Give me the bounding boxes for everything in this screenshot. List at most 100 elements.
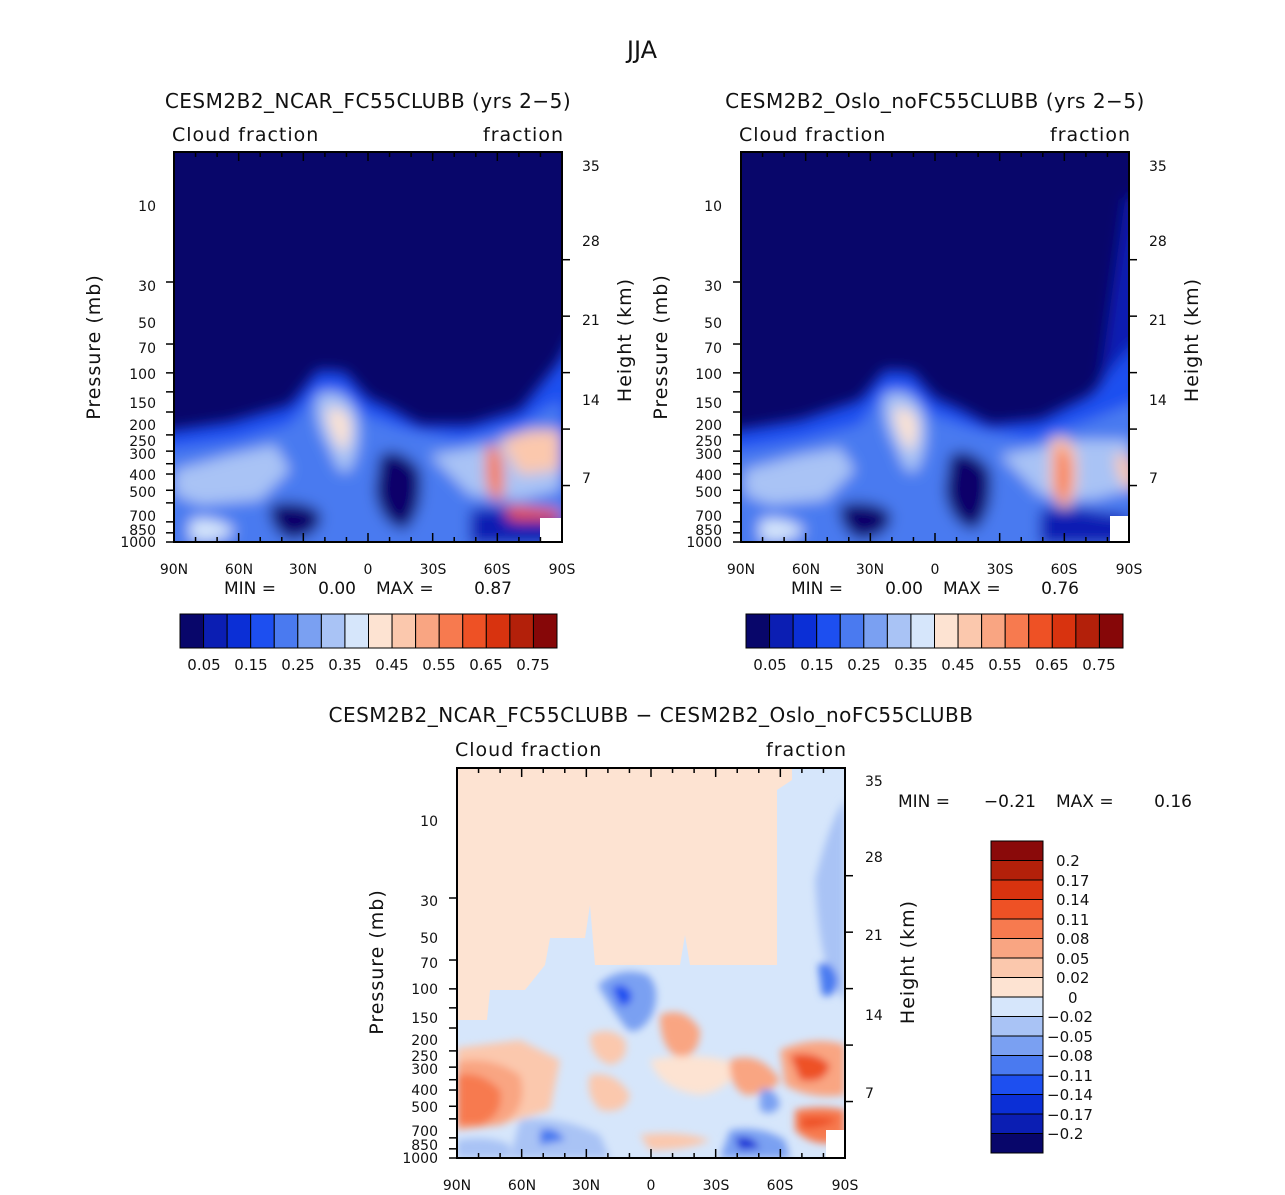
contour-field — [741, 152, 1129, 542]
y2-tick-label: 35 — [1149, 159, 1167, 175]
min-value: 0.00 — [318, 579, 356, 599]
colorbar-label: 0.02 — [1056, 969, 1089, 987]
y-tick-label: 250 — [411, 1049, 438, 1065]
units-label: fraction — [483, 124, 564, 146]
colorbar-segment — [990, 1094, 1044, 1115]
colorbar-label: 0.55 — [988, 656, 1021, 674]
colorbar-segment — [957, 613, 983, 649]
colorbar-label: −0.11 — [1047, 1067, 1093, 1085]
y2-tick-label: 14 — [1149, 393, 1167, 409]
colorbar-label: −0.05 — [1047, 1028, 1093, 1046]
y2-axis-title: Height (km) — [897, 900, 919, 1024]
colorbar-segment — [769, 613, 794, 649]
max-value: 0.87 — [474, 579, 512, 599]
y-tick-label: 400 — [695, 468, 722, 484]
y-tick-label: 30 — [704, 279, 722, 295]
colorbar-label: 0.15 — [234, 656, 267, 674]
y-tick-label: 250 — [695, 434, 722, 450]
y-tick-label: 300 — [411, 1062, 438, 1078]
colorbar-label: 0.05 — [753, 656, 786, 674]
y-tick-label: 150 — [411, 1011, 438, 1027]
colorbar — [745, 613, 1124, 649]
y2-axis-title: Height (km) — [1181, 278, 1203, 402]
min-value: −0.21 — [984, 792, 1036, 812]
figure-title: JJA — [625, 36, 658, 64]
y-tick-label: 50 — [420, 931, 438, 947]
colorbar-labels: 0.05 0.15 0.25 0.35 0.45 0.55 0.65 0.75 — [187, 656, 549, 674]
plot-ticks — [449, 768, 853, 1159]
colorbar-segment — [368, 613, 393, 649]
y2-tick-label: 21 — [582, 313, 600, 329]
y2-tick-label: 21 — [865, 928, 883, 944]
colorbar-label: 0.45 — [375, 656, 408, 674]
y-tick-label: 850 — [695, 523, 722, 539]
colorbar-label: 0.05 — [1056, 950, 1089, 968]
colorbar-segment — [509, 613, 534, 649]
y2-axis-title: Height (km) — [614, 278, 636, 402]
x-tick-label: 30N — [856, 562, 884, 578]
y-tick-label: 500 — [129, 485, 156, 501]
y-tick-label: 850 — [411, 1138, 438, 1154]
colorbar-segment — [438, 613, 464, 649]
field-label: Cloud fraction — [739, 124, 886, 146]
max-label: MAX = — [943, 579, 1001, 599]
y-tick-label: 70 — [420, 956, 438, 972]
x-tick-label: 60S — [1051, 562, 1078, 578]
x-tick-label: 30N — [289, 562, 317, 578]
x-tick-label: 30S — [987, 562, 1014, 578]
colorbar-segment — [226, 613, 252, 649]
units-label: fraction — [766, 739, 847, 761]
colorbar-label: 0.08 — [1056, 930, 1089, 948]
x-tick-label: 0 — [647, 1178, 656, 1194]
colorbar-segment — [1051, 613, 1077, 649]
panel-title: CESM2B2_Oslo_noFC55CLUBB (yrs 2−5) — [725, 89, 1145, 113]
colorbar-segment — [990, 1035, 1044, 1056]
colorbar-label: 0.45 — [941, 656, 974, 674]
y-tick-label: 1000 — [686, 535, 722, 551]
x-tick-label: 90S — [832, 1178, 859, 1194]
colorbar-segment — [990, 1074, 1044, 1095]
y-tick-label: 300 — [695, 447, 722, 463]
colorbar-segment — [179, 613, 205, 649]
colorbar-segment — [1098, 613, 1124, 649]
y2-tick-label: 35 — [582, 159, 600, 175]
x-tick-label: 90N — [443, 1178, 471, 1194]
max-label: MAX = — [1056, 792, 1114, 812]
colorbar-label: 0.17 — [1056, 872, 1089, 890]
colorbar — [179, 613, 558, 649]
colorbar-label: −0.08 — [1047, 1047, 1093, 1065]
y-tick-label: 70 — [138, 341, 156, 357]
y-tick-label: 850 — [129, 523, 156, 539]
y2-tick-label: 14 — [865, 1008, 883, 1024]
colorbar-segment — [203, 613, 228, 649]
y-tick-label: 500 — [411, 1100, 438, 1116]
colorbar-segment — [250, 613, 275, 649]
field-label: Cloud fraction — [455, 739, 602, 761]
y2-tick-label: 28 — [582, 234, 600, 250]
y-tick-label: 10 — [704, 199, 722, 215]
y2-tick-label: 28 — [865, 850, 883, 866]
colorbar-segment — [990, 1055, 1044, 1076]
colorbar-segment — [990, 899, 1044, 920]
panel-title: CESM2B2_NCAR_FC55CLUBB (yrs 2−5) — [165, 89, 571, 113]
y-axis-title: Pressure (mb) — [366, 889, 388, 1035]
min-label: MIN = — [791, 579, 843, 599]
colorbar-label: 0.65 — [1035, 656, 1068, 674]
colorbar-label: 0.75 — [1082, 656, 1115, 674]
x-tick-label: 30S — [420, 562, 447, 578]
y-tick-label: 150 — [695, 396, 722, 412]
y-tick-label: 700 — [411, 1124, 438, 1140]
colorbar-segment — [462, 613, 487, 649]
y-tick-label: 400 — [129, 468, 156, 484]
colorbar-segment — [990, 1113, 1044, 1134]
y-tick-label: 30 — [138, 279, 156, 295]
colorbar-labels: 0.2 0.17 0.14 0.11 0.08 0.05 0.02 0 −0.0… — [1047, 852, 1093, 1143]
colorbar-segment — [297, 613, 322, 649]
colorbar-segment — [990, 938, 1044, 959]
colorbar-label: 0.11 — [1056, 911, 1089, 929]
x-tick-label: 0 — [931, 562, 940, 578]
y-tick-label: 50 — [138, 316, 156, 332]
max-value: 0.76 — [1041, 579, 1079, 599]
colorbar-segment — [863, 613, 888, 649]
x-tick-label: 90N — [727, 562, 755, 578]
